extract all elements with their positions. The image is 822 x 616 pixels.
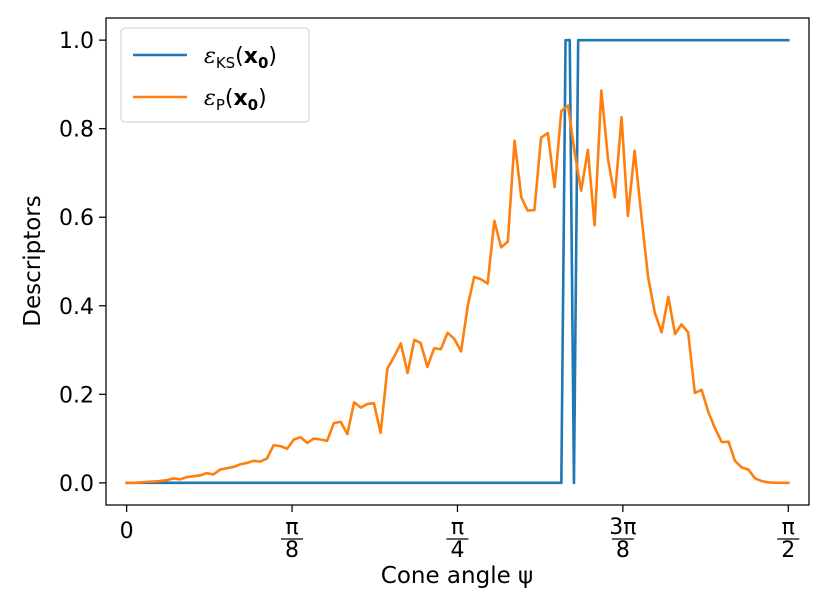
series-line-0 [125,38,790,485]
y-axis: 0.0 0.2 0.4 0.6 0.8 1.0 [59,29,106,497]
y-tick-label: 0.0 [59,472,94,497]
legend: εKS(x0) εP(x0) [120,27,310,123]
x-tick-label: 0 [120,519,134,544]
y-tick-label: 1.0 [59,29,94,54]
y-tick-label: 0.8 [59,118,94,143]
x-tick-label-numerator: π [285,515,298,540]
legend-entry-1: εP(x0) [204,86,267,114]
x-tick-label-denominator: 4 [450,538,464,563]
x-tick-label-denominator: 2 [781,538,795,563]
series-layer [125,38,790,485]
x-tick-label-denominator: 8 [616,538,630,563]
x-tick-label-numerator: 3π [609,515,636,540]
y-tick-label: 0.2 [59,383,94,408]
y-tick-label: 0.6 [59,206,94,231]
x-axis-title: Cone angle ψ [381,563,533,589]
legend-entry-0: εKS(x0) [204,44,277,72]
x-tick-label-denominator: 8 [285,538,299,563]
y-tick-label: 0.4 [59,295,94,320]
legend-box [120,27,310,123]
y-axis-title: Descriptors [20,195,46,326]
x-tick-label-numerator: π [782,515,795,540]
series-line-1 [125,89,790,485]
x-tick-label-numerator: π [451,515,464,540]
